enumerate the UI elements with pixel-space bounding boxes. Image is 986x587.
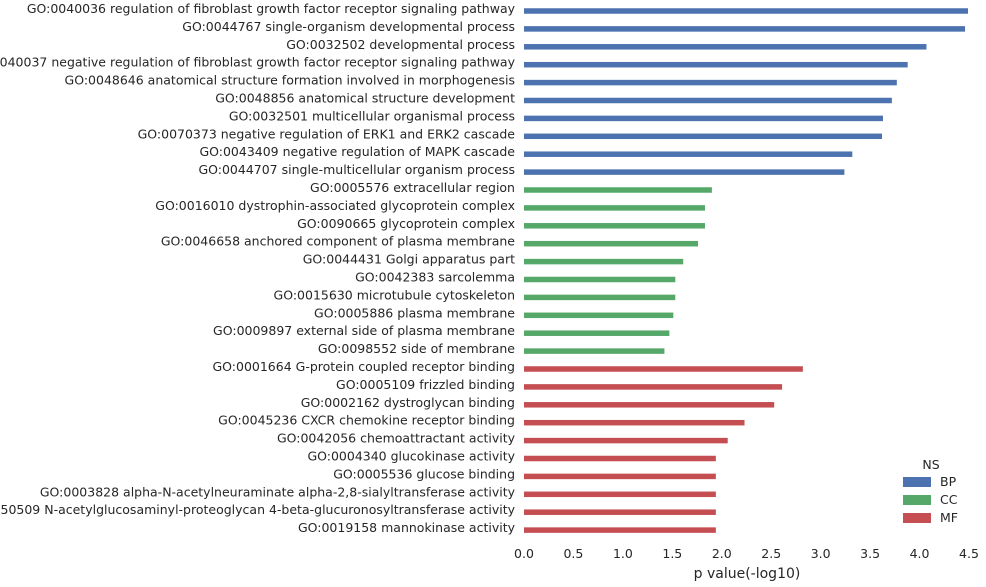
category-label: GO:0045236 CXCR chemokine receptor bindi… xyxy=(218,413,515,428)
legend-title: NS xyxy=(922,457,939,472)
x-tick-label: 3.0 xyxy=(811,546,831,561)
x-tick-label: 3.5 xyxy=(860,546,880,561)
category-label: GO:0016010 dystrophin-associated glycopr… xyxy=(155,198,515,213)
bar xyxy=(524,187,712,193)
category-label: GO:0015630 microtubule cytoskeleton xyxy=(274,287,515,302)
category-label: GO:0001664 G-protein coupled receptor bi… xyxy=(212,359,515,374)
legend: NS BP CC MF xyxy=(903,457,958,525)
category-label: GO:0005536 glucose binding xyxy=(333,466,515,481)
x-tick-label: 0.0 xyxy=(514,546,534,561)
bar xyxy=(524,527,716,533)
x-tick-label: 1.0 xyxy=(613,546,633,561)
category-labels: GO:0040036 regulation of fibroblast grow… xyxy=(0,1,516,535)
category-label: GO:0005886 plasma membrane xyxy=(314,305,515,320)
x-tick-label: 1.5 xyxy=(662,546,682,561)
x-axis-label: p value(-log10) xyxy=(694,566,801,582)
x-tick-labels: 0.0 0.5 1.0 1.5 2.0 2.5 3.0 3.5 4.0 4.5 xyxy=(514,546,979,561)
category-label: GO:0005576 extracellular region xyxy=(310,180,515,195)
bar xyxy=(524,473,716,480)
category-label: GO:0050509 N-acetylglucosaminyl-proteogl… xyxy=(0,502,516,517)
category-label: GO:0090665 glycoprotein complex xyxy=(297,216,515,231)
x-tick-label: 2.5 xyxy=(761,546,781,561)
bar xyxy=(524,419,745,426)
bar xyxy=(524,205,705,211)
category-label: GO:0046658 anchored component of plasma … xyxy=(161,234,515,249)
legend-entries: BP CC MF xyxy=(903,474,958,525)
bar xyxy=(524,366,803,372)
category-label: GO:0043409 negative regulation of MAPK c… xyxy=(199,144,515,159)
category-label: GO:0009897 external side of plasma membr… xyxy=(213,323,515,338)
bar xyxy=(524,97,892,104)
category-label: GO:0032502 developmental process xyxy=(286,37,515,52)
bar xyxy=(524,312,674,319)
category-label: GO:0019158 mannokinase activity xyxy=(298,520,516,535)
legend-label: BP xyxy=(940,474,957,489)
category-label: GO:0042383 sarcolemma xyxy=(355,270,515,285)
bar xyxy=(524,455,716,462)
bar xyxy=(524,509,716,515)
bar xyxy=(524,44,927,50)
bar xyxy=(524,348,665,354)
category-label: GO:0002162 dystroglycan binding xyxy=(301,395,515,410)
category-label: GO:0048856 anatomical structure developm… xyxy=(215,91,515,106)
category-label: GO:0042056 chemoattractant activity xyxy=(277,431,516,446)
bar xyxy=(524,240,699,247)
legend-label: MF xyxy=(940,510,958,525)
bar xyxy=(524,276,676,283)
category-label: GO:0044707 single-multicellular organism… xyxy=(198,162,515,177)
legend-swatch xyxy=(903,495,931,505)
category-label: GO:0005109 frizzled binding xyxy=(336,377,515,392)
bar xyxy=(524,491,716,498)
category-label: GO:0070373 negative regulation of ERK1 a… xyxy=(138,126,516,141)
category-label: GO:0032501 multicellular organismal proc… xyxy=(229,108,515,123)
category-label: GO:0048646 anatomical structure formatio… xyxy=(65,73,515,88)
bar xyxy=(524,79,897,86)
bar xyxy=(524,402,775,408)
x-tick-label: 0.5 xyxy=(563,546,583,561)
bar xyxy=(524,8,969,14)
legend-swatch xyxy=(903,477,931,487)
bar xyxy=(524,61,908,68)
category-label: GO:0003828 alpha-N-acetylneuraminate alp… xyxy=(40,484,516,499)
bar xyxy=(524,384,783,390)
legend-swatch xyxy=(903,513,931,523)
bar-group xyxy=(524,8,969,533)
bar xyxy=(524,133,882,140)
bar xyxy=(524,169,845,175)
bar xyxy=(524,26,966,32)
x-tick-label: 4.5 xyxy=(959,546,979,561)
bar xyxy=(524,115,883,122)
bar xyxy=(524,437,728,444)
bar xyxy=(524,258,684,265)
bar xyxy=(524,223,705,229)
category-label: GO:0044431 Golgi apparatus part xyxy=(303,252,515,267)
category-label: GO:0040037 negative regulation of fibrob… xyxy=(0,55,516,70)
category-label: GO:0040036 regulation of fibroblast grow… xyxy=(27,1,516,16)
category-label: GO:0044767 single-organism developmental… xyxy=(182,19,515,34)
category-label: GO:0098552 side of membrane xyxy=(318,341,515,356)
x-tick-label: 4.0 xyxy=(910,546,930,561)
category-label: GO:0004340 glucokinase activity xyxy=(307,449,515,464)
x-tick-label: 2.0 xyxy=(712,546,732,561)
bar xyxy=(524,294,676,301)
bar xyxy=(524,151,853,157)
bar xyxy=(524,330,670,336)
legend-label: CC xyxy=(940,492,958,507)
